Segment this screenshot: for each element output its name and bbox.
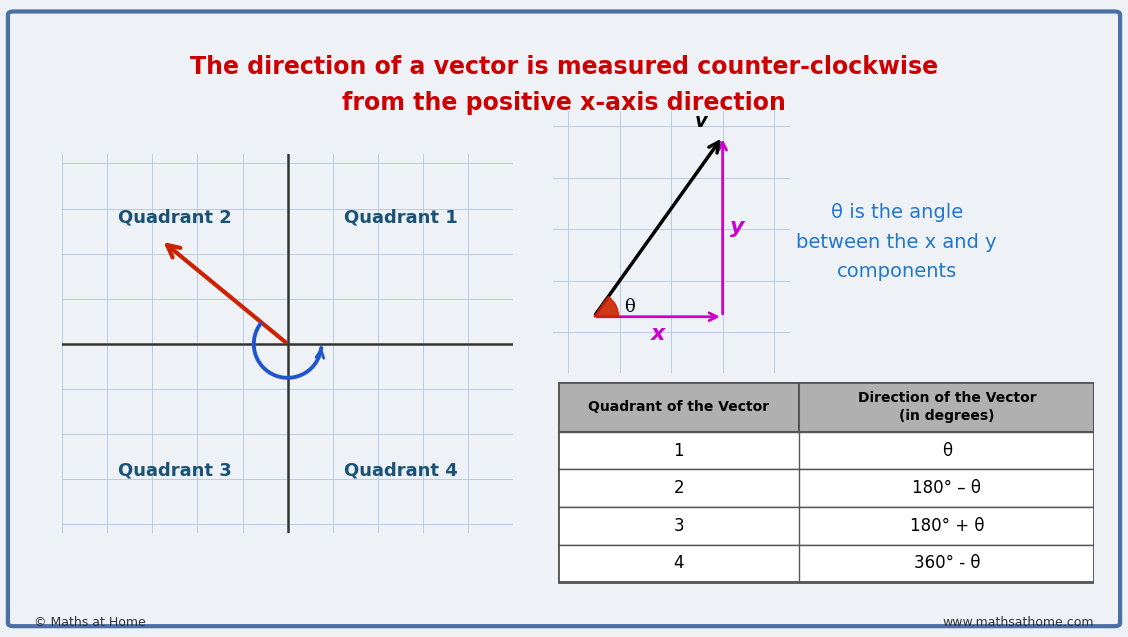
Text: Quadrant 1: Quadrant 1 bbox=[344, 209, 457, 227]
Text: from the positive x-axis direction: from the positive x-axis direction bbox=[342, 91, 786, 115]
Text: The direction of a vector is measured counter-clockwise: The direction of a vector is measured co… bbox=[190, 55, 938, 79]
Text: v: v bbox=[695, 112, 707, 131]
Text: 3: 3 bbox=[673, 517, 685, 534]
Text: 1: 1 bbox=[673, 441, 685, 459]
Text: Quadrant of the Vector: Quadrant of the Vector bbox=[589, 400, 769, 414]
Text: θ: θ bbox=[942, 441, 952, 459]
Text: Quadrant 2: Quadrant 2 bbox=[118, 209, 231, 227]
Text: 360° - θ: 360° - θ bbox=[914, 554, 980, 573]
Bar bbox=[558, 545, 1094, 582]
Text: θ: θ bbox=[624, 297, 635, 315]
Text: © Maths at Home: © Maths at Home bbox=[34, 617, 146, 629]
Text: θ is the angle
between the x and y
components: θ is the angle between the x and y compo… bbox=[796, 203, 997, 281]
Text: x: x bbox=[651, 324, 666, 344]
Text: y: y bbox=[731, 217, 744, 236]
Text: Quadrant 4: Quadrant 4 bbox=[344, 461, 457, 479]
Text: 2: 2 bbox=[673, 479, 685, 497]
Bar bbox=[558, 382, 1094, 582]
Wedge shape bbox=[594, 297, 618, 317]
Text: www.mathsathome.com: www.mathsathome.com bbox=[943, 617, 1094, 629]
FancyBboxPatch shape bbox=[8, 11, 1120, 626]
Text: 180° – θ: 180° – θ bbox=[913, 479, 981, 497]
Bar bbox=[558, 507, 1094, 545]
Text: 180° + θ: 180° + θ bbox=[909, 517, 984, 534]
Bar bbox=[558, 432, 1094, 469]
Bar bbox=[558, 469, 1094, 507]
Text: Direction of the Vector
(in degrees): Direction of the Vector (in degrees) bbox=[857, 390, 1037, 423]
Text: Quadrant 3: Quadrant 3 bbox=[118, 461, 231, 479]
Bar bbox=[558, 382, 1094, 432]
Text: 4: 4 bbox=[673, 554, 685, 573]
